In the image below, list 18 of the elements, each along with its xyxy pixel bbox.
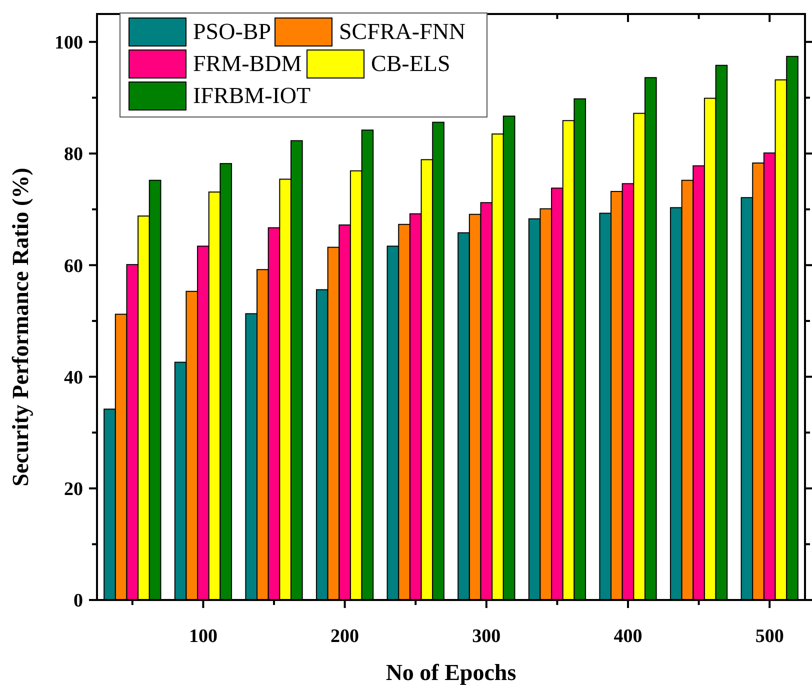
y-tick-label: 0 <box>74 590 83 612</box>
legend-label: CB-ELS <box>371 51 450 76</box>
legend-label: IFRBM-IOT <box>193 83 311 108</box>
x-tick-label: 200 <box>330 626 360 647</box>
y-axis-title: Security Performance Ratio (%) <box>8 168 33 486</box>
x-tick-label: 300 <box>472 626 501 647</box>
y-tick-label: 100 <box>54 32 83 54</box>
y-tick-label: 60 <box>64 256 83 277</box>
legend-label: SCFRA-FNN <box>339 19 466 44</box>
y-tick-label: 80 <box>64 144 83 166</box>
x-tick-label: 500 <box>755 626 784 647</box>
x-tick-label: 100 <box>188 626 218 647</box>
x-axis-title: No of Epochs <box>386 660 516 685</box>
y-tick-label: 20 <box>64 479 83 500</box>
legend-label: PSO-BP <box>193 19 271 44</box>
y-tick-label: 40 <box>64 367 83 388</box>
x-tick-label: 400 <box>614 626 642 647</box>
legend-label: FRM-BDM <box>193 51 302 76</box>
